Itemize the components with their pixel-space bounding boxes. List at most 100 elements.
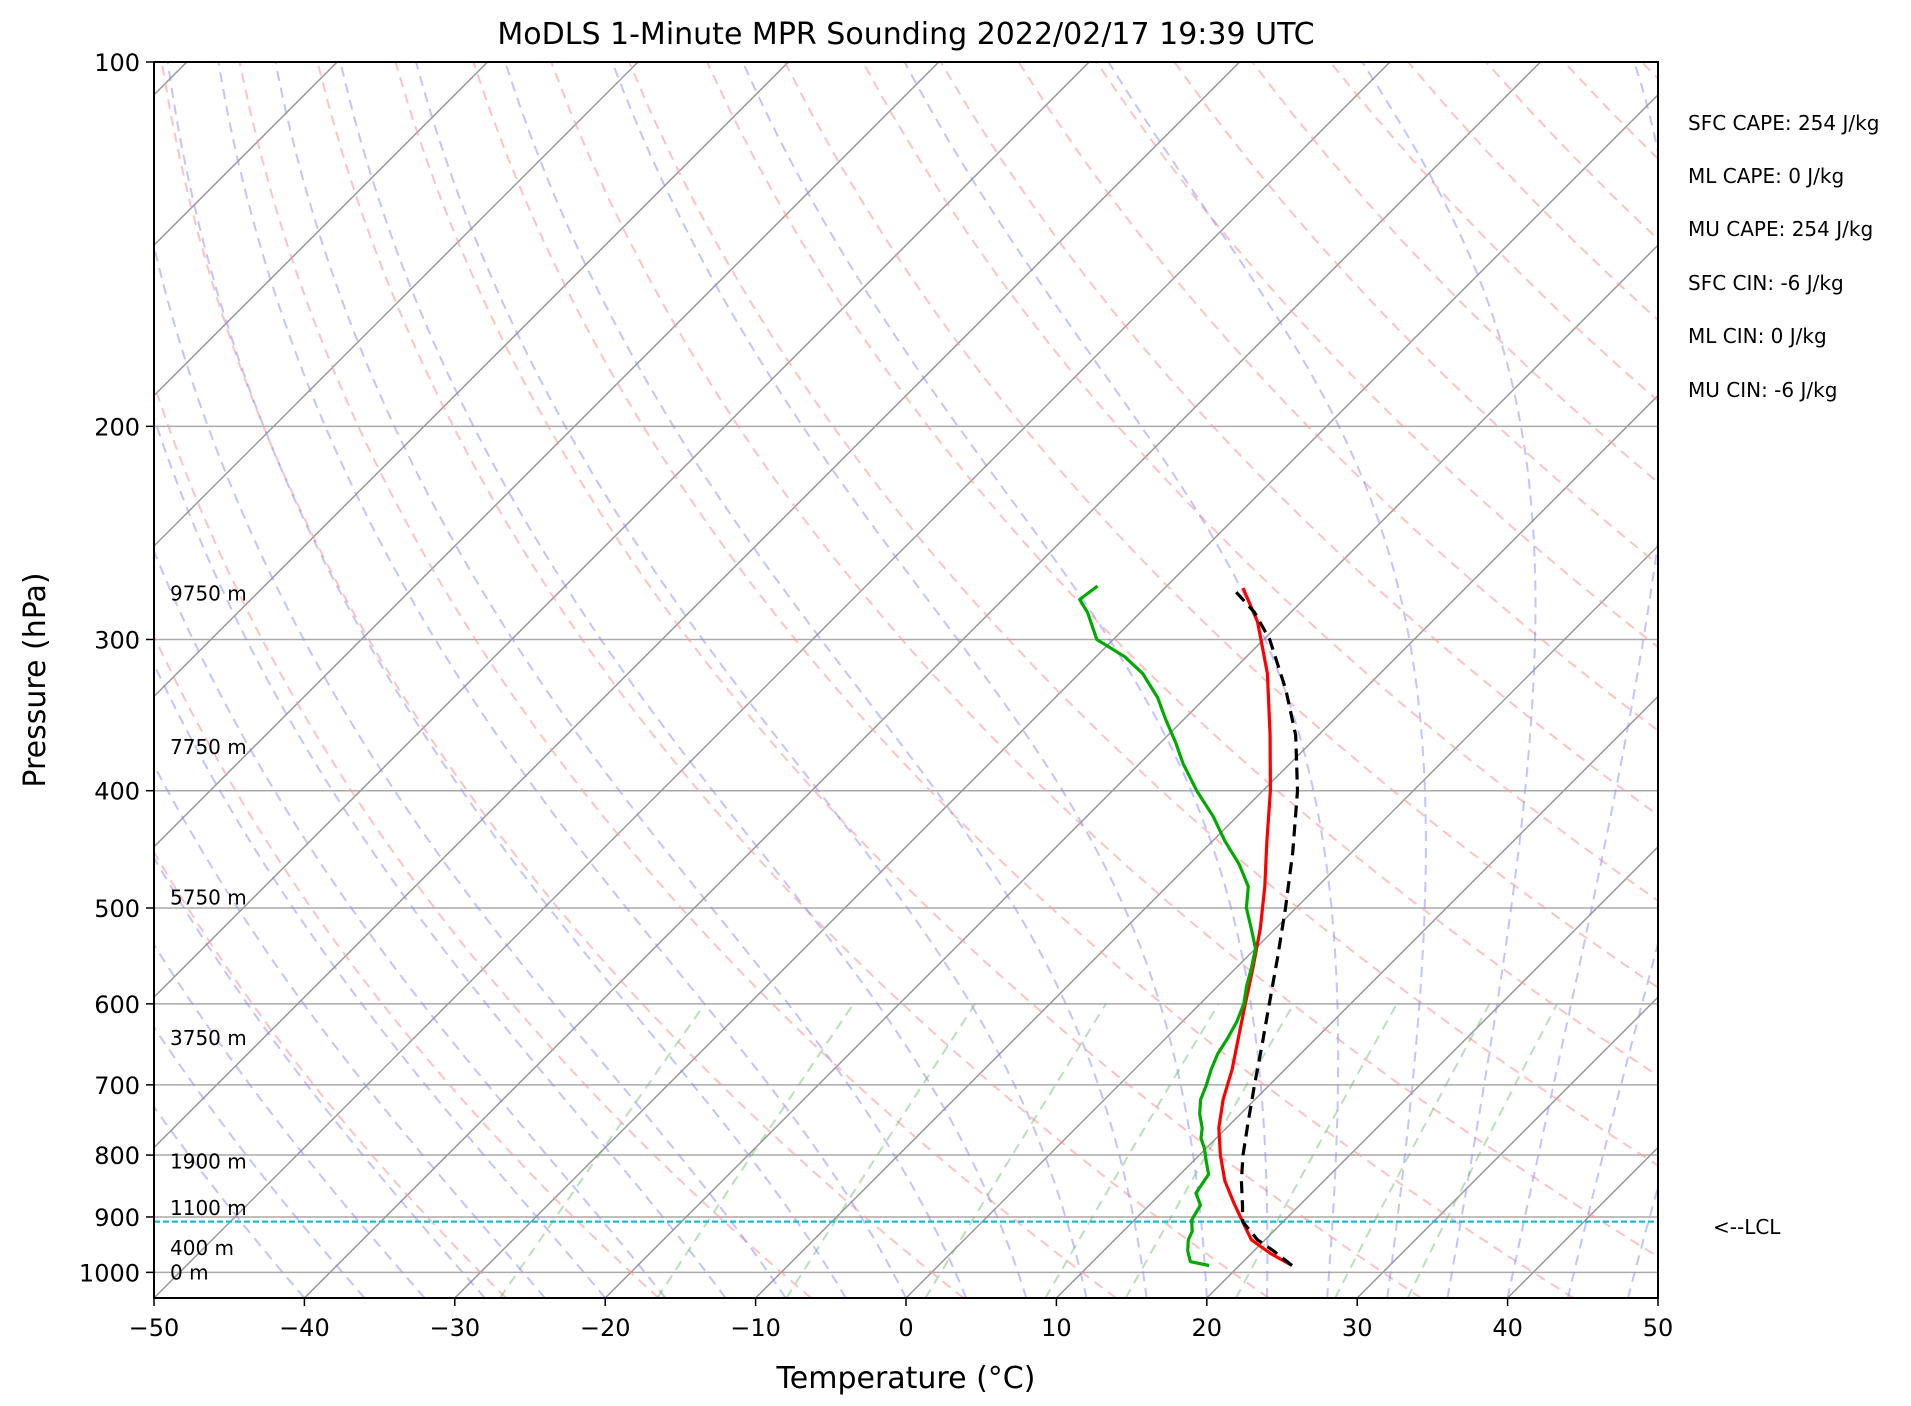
isotherm-line — [154, 62, 789, 698]
height-label: 7750 m — [170, 735, 247, 759]
moist-adiabat — [154, 1025, 366, 1298]
x-tick-label: 50 — [1643, 1314, 1674, 1342]
dry-adiabat — [1641, 62, 1658, 80]
stat-ml-cin: ML CIN: 0 J/kg — [1688, 324, 1827, 348]
moist-adiabat — [1361, 62, 1537, 1298]
moist-adiabat — [154, 662, 606, 1298]
dry-adiabat — [472, 62, 1575, 1298]
dry-adiabat — [160, 62, 965, 1298]
x-tick-label: 20 — [1192, 1314, 1223, 1342]
moist-adiabat — [741, 62, 1269, 1298]
y-tick-label: 100 — [94, 49, 140, 77]
moist-adiabat — [166, 62, 847, 1298]
dry-adiabat — [1095, 62, 1658, 649]
dry-adiabat — [154, 850, 507, 1298]
y-tick-label: 600 — [94, 991, 140, 1019]
moist-adiabat — [415, 62, 1088, 1298]
x-tick-label: −50 — [129, 1314, 180, 1342]
background-lines — [154, 62, 1911, 1298]
y-tick-label: 700 — [94, 1072, 140, 1100]
moist-adiabat — [1566, 939, 1658, 1298]
height-label: 5750 m — [170, 885, 247, 909]
moist-adiabat — [1506, 62, 1658, 1298]
dewpoint-line — [1078, 584, 1258, 1268]
isotherm-line — [154, 62, 639, 548]
isotherm-line — [154, 62, 1090, 999]
height-label: 3750 m — [170, 1026, 247, 1050]
y-tick-label: 1000 — [79, 1259, 140, 1287]
isotherm-line — [1206, 845, 1658, 1298]
isotherm-line — [604, 244, 1658, 1298]
y-axis-label: Pressure (hPa) — [18, 572, 53, 787]
stat-ml-cape: ML CAPE: 0 J/kg — [1688, 164, 1844, 188]
moist-adiabat — [1626, 1182, 1658, 1298]
moist-adiabat — [154, 855, 486, 1298]
dry-adiabat — [1017, 62, 1658, 732]
isotherm-line — [454, 93, 1658, 1298]
isotherm-line — [1055, 695, 1658, 1298]
isotherm-line — [154, 62, 489, 397]
moist-adiabat — [154, 548, 667, 1298]
moist-adiabat — [217, 62, 907, 1298]
moist-adiabat — [339, 62, 1028, 1298]
x-tick-label: 30 — [1342, 1314, 1373, 1342]
height-label: 400 m — [170, 1236, 234, 1260]
moist-adiabat — [611, 62, 1208, 1298]
isotherm-line — [1808, 62, 1911, 1298]
x-axis-ticks: −50 −40 −30 −20 −10 0 10 20 30 40 50 — [129, 1298, 1674, 1342]
dry-adiabat — [238, 62, 1117, 1298]
y-tick-label: 300 — [94, 626, 140, 654]
sounding-series — [1078, 584, 1300, 1268]
dry-adiabat — [1563, 62, 1658, 161]
height-label: 0 m — [170, 1260, 209, 1284]
isotherm-line — [154, 62, 1391, 1298]
moist-adiabat — [274, 62, 968, 1298]
height-label: 9750 m — [170, 582, 247, 606]
moist-adiabat — [903, 62, 1340, 1298]
dry-adiabat — [939, 62, 1658, 817]
stat-sfc-cin: SFC CIN: -6 J/kg — [1688, 271, 1844, 295]
height-label: 1900 m — [170, 1150, 247, 1174]
moist-adiabat — [154, 763, 546, 1298]
parcel-path-line — [1231, 586, 1300, 1267]
x-tick-label: 0 — [898, 1314, 913, 1342]
moist-adiabat — [154, 1105, 306, 1298]
dry-adiabat — [550, 62, 1658, 1258]
x-axis-label: Temperature (°C) — [776, 1361, 1036, 1396]
dry-adiabat — [1329, 62, 1658, 403]
x-tick-label: 10 — [1041, 1314, 1072, 1342]
dry-adiabat — [154, 633, 660, 1298]
dry-adiabat — [706, 62, 1658, 1077]
dry-adiabat — [628, 62, 1658, 1167]
y-tick-label: 500 — [94, 895, 140, 923]
moist-adiabat — [1107, 62, 1427, 1298]
isotherm-line — [1507, 1146, 1658, 1298]
mixing-ratio-line — [785, 1003, 977, 1298]
x-tick-label: −20 — [580, 1314, 631, 1342]
y-tick-label: 800 — [94, 1142, 140, 1170]
x-tick-label: −10 — [730, 1314, 781, 1342]
dry-adiabat — [784, 62, 1658, 989]
isotherm-line — [755, 394, 1658, 1298]
dry-adiabat — [1720, 62, 1911, 1298]
mixing-ratio-line — [499, 1003, 706, 1298]
stability-indices: SFC CAPE: 254 J/kg ML CAPE: 0 J/kg MU CA… — [1688, 111, 1879, 402]
isotherm-line — [1657, 1296, 1658, 1298]
stat-mu-cin: MU CIN: -6 J/kg — [1688, 378, 1837, 402]
y-tick-label: 400 — [94, 778, 140, 806]
isotherm-line — [1356, 996, 1658, 1298]
mixing-ratio-line — [1124, 1003, 1295, 1298]
temperature-line — [1217, 587, 1293, 1267]
moist-adiabat — [154, 414, 727, 1298]
dry-adiabat — [316, 62, 1270, 1298]
mixing-ratio-line — [924, 1003, 1107, 1298]
x-tick-label: −30 — [429, 1314, 480, 1342]
height-label: 1100 m — [170, 1196, 247, 1220]
isotherm-line — [303, 62, 1541, 1298]
moist-adiabat — [504, 62, 1148, 1298]
isotherm-line — [154, 62, 1241, 1149]
y-axis-ticks: 100 200 300 400 500 600 700 800 900 1000 — [79, 49, 154, 1287]
x-tick-label: 40 — [1492, 1314, 1523, 1342]
mixing-ratio-line — [656, 1003, 855, 1298]
